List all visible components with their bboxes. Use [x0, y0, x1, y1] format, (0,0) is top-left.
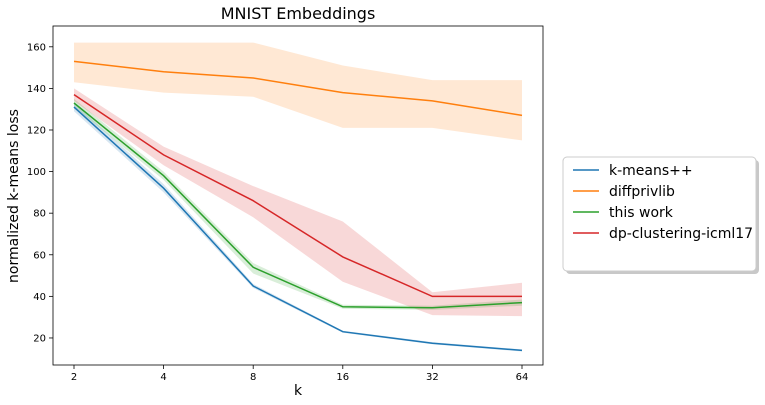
legend: k-means++ diffprivlib this work dp-clusteri… [562, 156, 759, 274]
series-lines [73, 60, 523, 352]
y-axis-ticks: 20 40 60 80 100 120 140 160 [27, 42, 53, 344]
y-tick-label: 80 [33, 209, 46, 220]
y-tick-label: 100 [27, 167, 46, 178]
y-tick-label: 120 [27, 125, 46, 136]
x-tick-label: 8 [250, 372, 256, 383]
y-tick-label: 60 [33, 250, 46, 261]
band-dp-clustering-icml17 [74, 88, 522, 317]
x-axis-ticks: 2 4 8 16 32 64 [71, 365, 529, 383]
x-tick-label: 64 [516, 372, 529, 383]
legend-label: k-means++ [609, 163, 693, 179]
chart-title: MNIST Embeddings [221, 4, 376, 23]
plot-area [52, 25, 544, 366]
y-axis-label: normalized k-means loss [6, 109, 22, 283]
line-this-work [73, 102, 523, 309]
legend-label: this work [609, 205, 674, 221]
legend-label: diffprivlib [609, 184, 675, 200]
x-tick-label: 2 [71, 372, 77, 383]
line-diffprivlib [73, 60, 523, 117]
y-tick-label: 20 [33, 333, 46, 344]
x-tick-label: 16 [336, 372, 349, 383]
x-tick-label: 4 [160, 372, 166, 383]
band-diffprivlib [74, 42, 522, 141]
legend-box [562, 156, 757, 272]
x-axis-label: k [294, 383, 303, 399]
y-tick-label: 160 [27, 42, 46, 53]
legend-label: dp-clustering-icml17 [609, 226, 753, 242]
line-dp-clustering-icml17 [73, 93, 522, 298]
x-tick-label: 32 [426, 372, 439, 383]
confidence-bands [74, 42, 522, 352]
y-tick-label: 140 [27, 84, 46, 95]
y-tick-label: 40 [33, 292, 46, 303]
line-k-means [73, 106, 523, 352]
